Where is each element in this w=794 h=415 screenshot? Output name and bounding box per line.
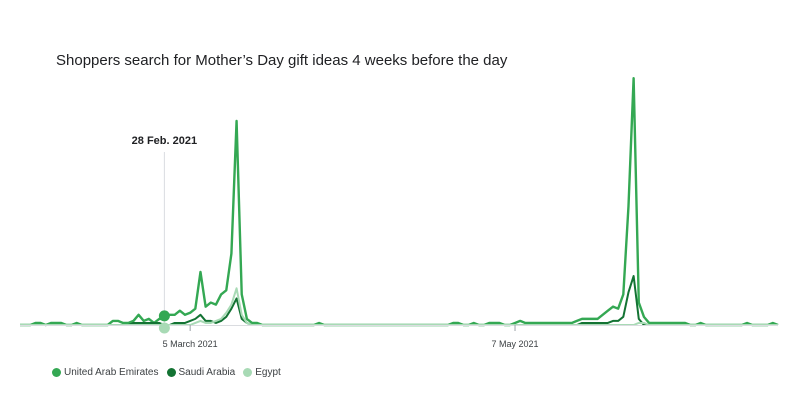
legend-label: Egypt xyxy=(255,367,281,378)
legend-label: United Arab Emirates xyxy=(64,367,159,378)
legend-swatch-icon xyxy=(52,368,61,377)
legend-item-united-arab-emirates[interactable]: United Arab Emirates xyxy=(52,367,159,378)
legend-swatch-icon xyxy=(166,368,176,377)
legend-label: Saudi Arabia xyxy=(178,367,236,378)
series-line-saudi-arabia xyxy=(20,275,778,326)
highlight-marker-united-arab-emirates[interactable] xyxy=(158,310,170,322)
highlight-marker-egypt[interactable] xyxy=(158,322,170,334)
chart-title: Shoppers search for Mother’s Day gift id… xyxy=(56,52,508,69)
highlight-date-label: 28 Feb. 2021 xyxy=(132,135,197,147)
x-axis-ticks: 5 March 2021 7 May 2021 xyxy=(163,325,539,349)
series-layer xyxy=(20,76,779,327)
x-tick-label: 5 March 2021 xyxy=(163,339,218,349)
legend-item-egypt[interactable]: Egypt xyxy=(243,367,281,378)
chart-legend: United Arab Emirates Saudi Arabia Egypt xyxy=(52,367,289,378)
series-line-united-arab-emirates xyxy=(20,76,779,327)
highlight-markers xyxy=(158,310,170,334)
legend-swatch-icon xyxy=(243,368,253,377)
x-tick-label: 7 May 2021 xyxy=(492,339,539,349)
legend-item-saudi-arabia[interactable]: Saudi Arabia xyxy=(166,367,236,378)
